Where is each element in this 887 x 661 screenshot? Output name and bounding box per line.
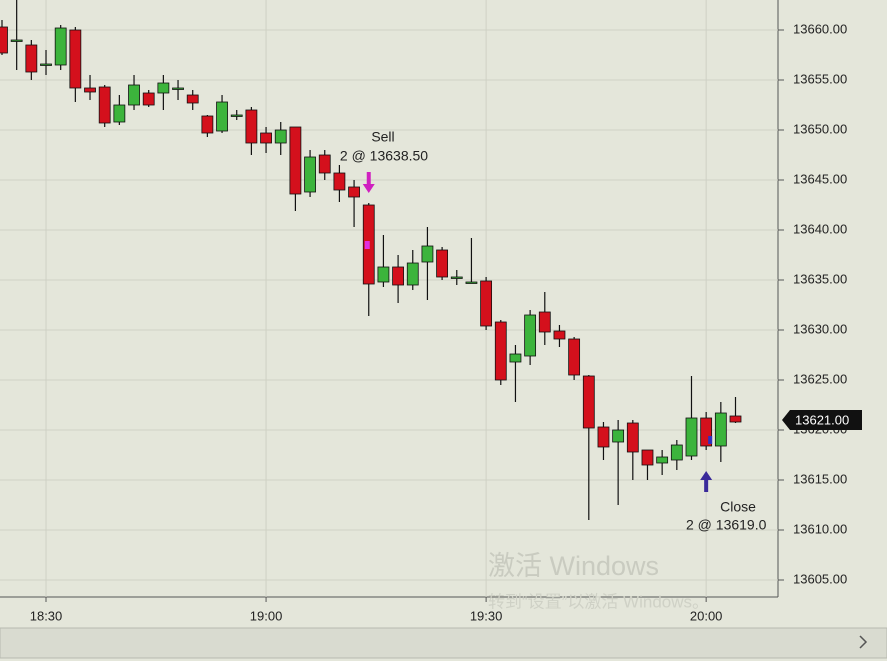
sell-marker — [364, 241, 370, 249]
candle-body — [186, 94, 199, 104]
close-label: Close — [720, 499, 756, 515]
sell-detail: 2 @ 13638.50 — [340, 148, 428, 164]
candle-body — [729, 415, 742, 423]
candle-body — [216, 101, 228, 132]
candle-body — [450, 276, 463, 279]
candle-body — [304, 156, 316, 193]
y-tick-label: 13625.00 — [793, 371, 847, 386]
candle-body — [245, 109, 258, 144]
x-tick-label: 18:30 — [30, 608, 63, 623]
candle-body — [348, 186, 360, 198]
candle-body — [69, 29, 82, 89]
sell-label: Sell — [371, 129, 394, 145]
y-tick-label: 13645.00 — [793, 171, 847, 186]
candle-body — [157, 82, 170, 94]
candle-body — [289, 126, 302, 195]
x-tick-label: 19:30 — [470, 608, 503, 623]
candle-body — [40, 63, 52, 66]
candle-body — [626, 422, 639, 453]
candle-body — [582, 375, 595, 429]
y-tick-label: 13635.00 — [793, 271, 847, 286]
watermark: 转到“设置”以激活 Windows。 — [488, 592, 709, 611]
candle-body — [201, 115, 214, 134]
y-tick-label: 13630.00 — [793, 321, 847, 336]
x-tick-label: 20:00 — [690, 608, 723, 623]
y-tick-label: 13650.00 — [793, 121, 847, 136]
close-marker — [708, 436, 713, 444]
candle-body — [436, 249, 449, 278]
candle-body — [670, 444, 683, 461]
candle-body — [392, 266, 404, 286]
candle-body — [10, 39, 23, 42]
candle-body — [612, 429, 625, 443]
y-tick-label: 13640.00 — [793, 221, 847, 236]
candle-body — [568, 338, 581, 376]
candle-body — [274, 129, 287, 144]
candle-body — [641, 449, 654, 466]
candle-body — [700, 417, 713, 447]
candle-body — [494, 321, 507, 381]
candle-body — [421, 245, 434, 263]
last-price-label: 13621.00 — [795, 412, 849, 427]
candle-body — [230, 114, 243, 117]
candle-body — [318, 154, 331, 174]
x-tick-label: 19:00 — [250, 608, 283, 623]
scroll-right[interactable] — [859, 635, 868, 649]
candle-body — [84, 87, 96, 93]
candle-body — [538, 311, 551, 333]
y-tick-label: 13610.00 — [793, 521, 847, 536]
candle-body — [509, 353, 522, 363]
close-arrow — [700, 471, 713, 492]
candle-body — [553, 330, 566, 340]
candle-body — [54, 27, 67, 66]
candle-body — [98, 86, 111, 124]
close-detail: 2 @ 13619.0 — [686, 517, 767, 533]
candle-body — [406, 262, 419, 286]
candle-body — [714, 412, 727, 447]
candle-body — [260, 132, 272, 144]
candle-body — [128, 84, 140, 106]
candle-body — [113, 104, 126, 123]
candle-body — [142, 92, 155, 106]
candle-body — [656, 456, 669, 464]
y-tick-label: 13660.00 — [793, 21, 847, 36]
candle-body — [685, 417, 698, 457]
candle-body — [480, 280, 493, 327]
candle-body — [524, 314, 537, 357]
candle-body — [333, 172, 346, 191]
y-tick-label: 13605.00 — [793, 571, 847, 586]
candle-body — [465, 281, 478, 284]
candle-body — [597, 426, 610, 448]
watermark: 激活 Windows — [488, 551, 659, 581]
candle-body — [172, 87, 184, 90]
candle-body — [25, 44, 38, 73]
scrollbar[interactable] — [0, 627, 887, 659]
y-tick-label: 13615.00 — [793, 471, 847, 486]
sell-arrow — [362, 172, 375, 193]
candle-body — [0, 26, 8, 54]
y-tick-label: 13655.00 — [793, 71, 847, 86]
last-price-box — [782, 410, 862, 430]
candle-body — [377, 266, 390, 283]
